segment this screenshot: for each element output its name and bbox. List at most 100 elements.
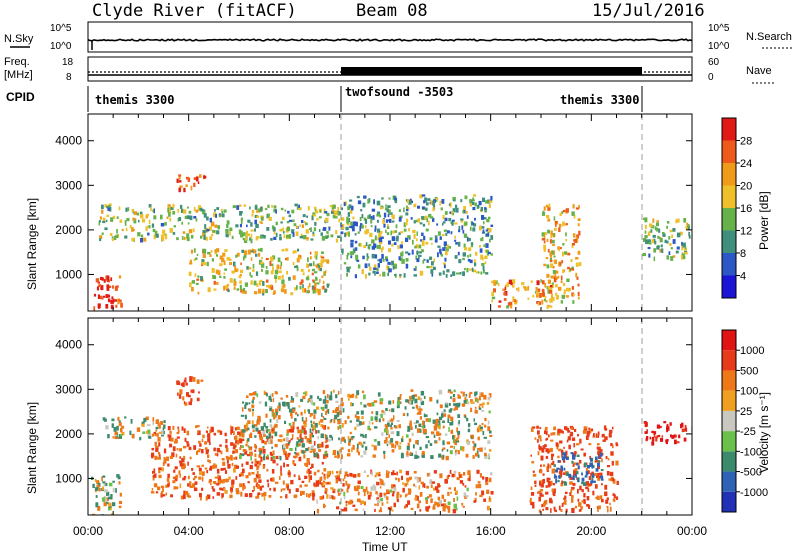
vel-cell-r4 bbox=[422, 428, 425, 434]
vel-cell-r6 bbox=[569, 492, 572, 496]
vel-cell-r4 bbox=[404, 406, 407, 410]
vel-cell-r2 bbox=[251, 472, 255, 475]
power-cell-r7 bbox=[666, 221, 670, 224]
vel-cell-r4 bbox=[395, 440, 399, 444]
power-cell-r5 bbox=[493, 288, 496, 293]
power-cell-r4 bbox=[443, 229, 448, 232]
freq-unit-label: [MHz] bbox=[4, 69, 33, 81]
vel-cell-r4 bbox=[413, 394, 417, 397]
power-cell-r1 bbox=[310, 238, 314, 241]
vel-cell-r3 bbox=[184, 402, 188, 406]
vel-cell-r2 bbox=[189, 481, 192, 486]
power-cell-r3 bbox=[309, 263, 313, 267]
vel-cell-r2 bbox=[236, 427, 239, 430]
vel-cell-r4 bbox=[283, 401, 286, 407]
vel-cell-r4 bbox=[386, 429, 389, 435]
power-cell-r6 bbox=[541, 299, 544, 305]
power-cell-r4 bbox=[391, 243, 394, 247]
vel-cell-r6 bbox=[583, 499, 586, 505]
vel-cell-r4 bbox=[472, 455, 475, 459]
vel-cell-r0 bbox=[105, 482, 108, 487]
nsearch-tick-bottom: 10^0 bbox=[708, 41, 730, 52]
power-cell-r4 bbox=[405, 258, 409, 262]
power-cell-r6 bbox=[578, 204, 580, 209]
vel-cell-r2 bbox=[152, 470, 154, 474]
vel-cell-r6 bbox=[542, 473, 545, 476]
power-cell-r4 bbox=[454, 239, 457, 242]
power-cell-r4 bbox=[365, 242, 368, 246]
power-cell-r3 bbox=[302, 272, 305, 276]
power-cell-r3 bbox=[212, 274, 215, 279]
power-cell-r6 bbox=[564, 251, 568, 255]
power-cell-r7 bbox=[651, 239, 654, 242]
power-cell-r7 bbox=[684, 252, 688, 255]
power-cell-r4 bbox=[450, 231, 453, 235]
power-cell-r4 bbox=[387, 272, 389, 277]
power-cell-r1 bbox=[273, 230, 276, 235]
power-cell-r1 bbox=[288, 234, 292, 239]
vel-cell-r2 bbox=[321, 461, 324, 465]
power-cell-r4 bbox=[478, 200, 482, 206]
power-cell-r3 bbox=[213, 280, 216, 285]
power-cell-r1 bbox=[168, 212, 171, 217]
power-cell-r3 bbox=[323, 259, 327, 263]
power-cell-r4 bbox=[419, 270, 424, 276]
vel-cell-r4 bbox=[316, 452, 318, 458]
x-tick-label: 08:00 bbox=[274, 524, 304, 538]
vel-cell-r8 bbox=[653, 431, 656, 436]
vel-cell-r0 bbox=[108, 482, 113, 487]
power-cell-r1 bbox=[298, 207, 302, 211]
vel-cell-r5 bbox=[455, 507, 458, 511]
vel-cell-r5 bbox=[437, 502, 440, 508]
vel-cell-r8 bbox=[649, 436, 652, 440]
vel-cell-r6 bbox=[612, 498, 616, 502]
power-cell-r1 bbox=[110, 217, 114, 222]
power-cell-r0 bbox=[93, 293, 97, 297]
vel-cell-r4 bbox=[394, 444, 397, 449]
vel-cell-r2 bbox=[311, 463, 314, 468]
vel-cell-r6 bbox=[551, 488, 555, 492]
vel-cell-r2 bbox=[167, 434, 171, 438]
power-cell-r4 bbox=[374, 267, 377, 271]
vel-cell-r0 bbox=[108, 506, 112, 511]
power-cell-r4 bbox=[373, 199, 375, 205]
vel-cell-r4 bbox=[313, 409, 317, 414]
vel-cell-r1 bbox=[120, 434, 123, 437]
power-cell-r4 bbox=[455, 242, 458, 245]
power-cell-r1 bbox=[280, 207, 284, 211]
power-cell-r3 bbox=[202, 248, 205, 253]
vel-cell-r2 bbox=[271, 469, 275, 474]
power-cell-r4 bbox=[378, 232, 382, 238]
power-cell-r4 bbox=[412, 239, 414, 245]
vel-cell-r8 bbox=[651, 441, 655, 446]
vel-cell-r2 bbox=[197, 431, 199, 434]
power-cell-r4 bbox=[421, 241, 425, 246]
vel-cell-r6 bbox=[562, 472, 566, 475]
power-cell-r3 bbox=[213, 275, 217, 280]
power-cell-r6 bbox=[558, 286, 562, 291]
power-cell-r4 bbox=[379, 207, 383, 210]
vel-cell-r2 bbox=[172, 425, 175, 430]
vel-cell-r6 bbox=[539, 446, 542, 451]
vel-cell-r4 bbox=[347, 453, 351, 457]
vel-cell-r4 bbox=[256, 420, 260, 425]
vel-cell-r2 bbox=[205, 449, 209, 455]
power-cell-r4 bbox=[480, 254, 483, 260]
vel-cell-r6 bbox=[586, 496, 590, 501]
power-cell-r4 bbox=[467, 258, 471, 262]
vel-cell-r4 bbox=[280, 439, 283, 443]
vel-cell-r5 bbox=[316, 508, 320, 514]
power-cell-r1 bbox=[338, 218, 340, 223]
vel-cell-r4 bbox=[332, 449, 337, 454]
vel-cell-r5 bbox=[340, 488, 344, 492]
power-cell-r4 bbox=[462, 252, 466, 257]
vel-cell-r5 bbox=[456, 496, 459, 501]
vel-cell-r2 bbox=[173, 486, 176, 490]
vel-cell-r2 bbox=[283, 462, 285, 468]
vel-cell-r2 bbox=[249, 464, 253, 470]
power-cell-r3 bbox=[261, 262, 265, 268]
power-cell-r3 bbox=[239, 284, 242, 290]
power-cell-r1 bbox=[299, 224, 302, 227]
power-cell-r1 bbox=[216, 230, 220, 235]
